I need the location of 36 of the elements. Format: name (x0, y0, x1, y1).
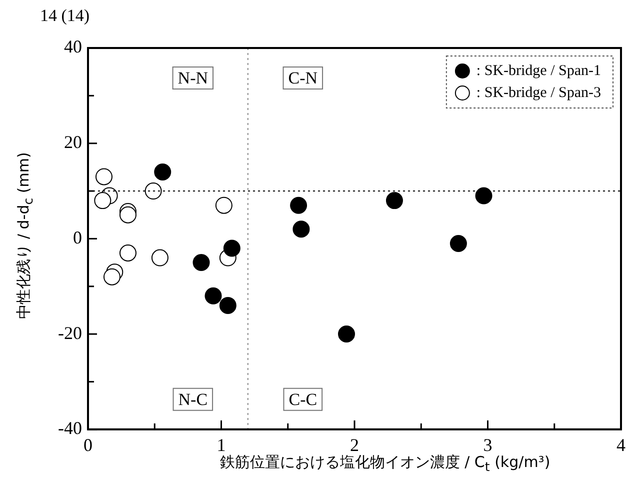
point (450, 234, 467, 252)
y-tick-label: 0 (73, 227, 82, 248)
y-tick-label: -20 (58, 322, 82, 343)
point (223, 240, 240, 257)
point (95, 168, 112, 186)
x-tick-label: 1 (216, 434, 226, 455)
point (386, 192, 403, 210)
point (192, 254, 210, 272)
y-tick-label: 20 (64, 132, 82, 152)
point (119, 244, 136, 262)
point (94, 192, 112, 210)
legend-label: : SK-bridge / Span-1 (476, 62, 602, 79)
point (119, 206, 136, 224)
annotation: C-N (288, 68, 318, 88)
point (154, 163, 172, 180)
point (103, 268, 120, 286)
y-tick-label: -40 (58, 418, 82, 438)
point (204, 287, 222, 304)
text: 14 (14) (40, 6, 90, 26)
point (290, 196, 308, 214)
x-axis-title: 鉄筋位置における塩化物イオン濃度 / C$_{t}$ (kg/m³) (218, 453, 552, 474)
legend-label: : SK-bridge / Span-3 (476, 84, 602, 101)
x-tick-label: 3 (483, 434, 492, 455)
x-tick-label: 4 (616, 434, 626, 455)
annotation: N-N (178, 68, 208, 88)
point (292, 220, 310, 238)
point (338, 326, 356, 343)
point (151, 249, 168, 266)
point (475, 187, 492, 204)
annotation: N-C (178, 390, 208, 409)
y-tick-label: 40 (64, 36, 82, 57)
point (144, 182, 162, 200)
point (219, 296, 236, 314)
x-tick-label: 2 (350, 434, 359, 455)
annotation: C-C (288, 390, 318, 409)
point (215, 196, 232, 214)
